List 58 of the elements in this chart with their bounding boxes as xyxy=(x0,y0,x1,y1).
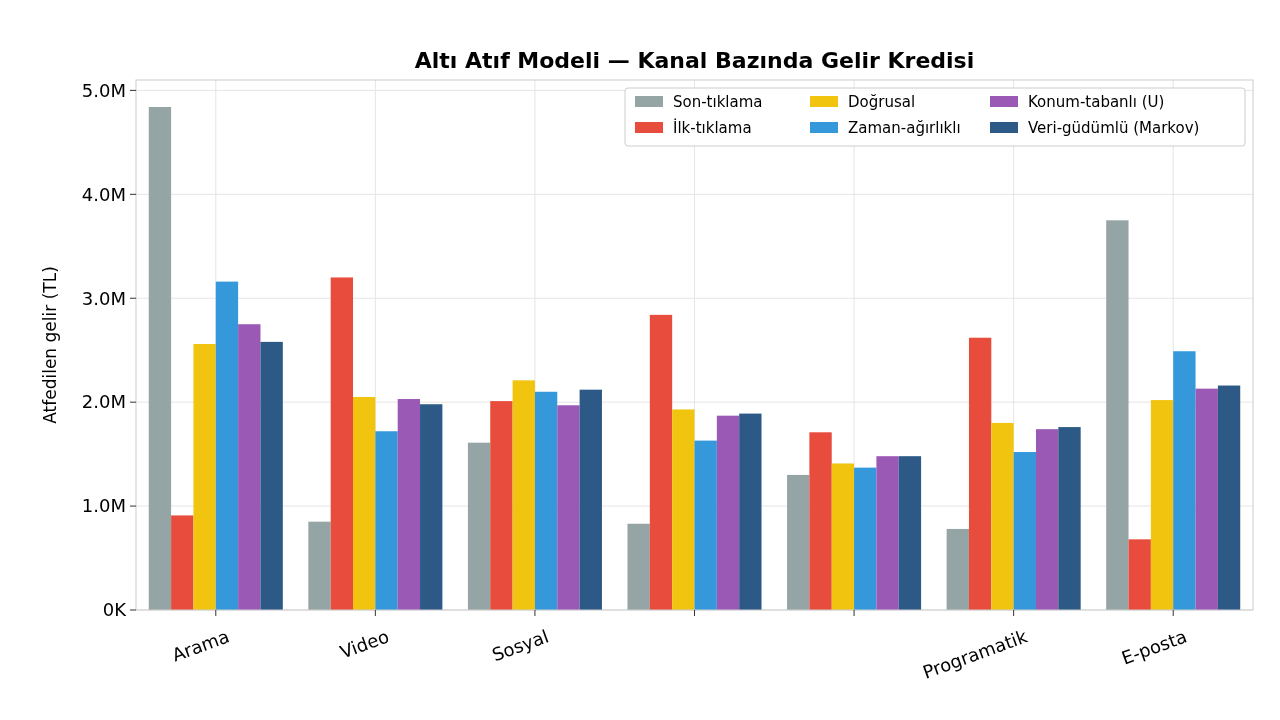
bar xyxy=(968,337,992,610)
bar xyxy=(831,463,855,610)
bar xyxy=(787,474,810,610)
bar xyxy=(397,399,421,610)
bar xyxy=(1013,452,1036,610)
bar xyxy=(649,314,673,610)
legend-label: Son-tıklama xyxy=(673,93,763,112)
bar xyxy=(739,413,762,610)
chart-title: Altı Atıf Modeli — Kanal Bazında Gelir Kredisi xyxy=(414,48,975,73)
y-axis-title: Atfedilen gelir (TL) xyxy=(40,266,60,424)
bar xyxy=(534,391,558,610)
bar xyxy=(672,409,695,610)
bar xyxy=(991,422,1014,610)
bar xyxy=(148,107,172,610)
bar xyxy=(1035,429,1059,610)
bar xyxy=(694,440,717,610)
bar xyxy=(308,521,331,610)
bar xyxy=(854,467,877,610)
bar xyxy=(490,401,513,610)
y-tick-label: 4.0M xyxy=(81,183,126,205)
bar xyxy=(579,389,602,610)
bar xyxy=(1058,427,1081,610)
bar xyxy=(193,343,216,610)
y-tick-label: 3.0M xyxy=(81,287,126,309)
y-tick-label: 2.0M xyxy=(81,391,126,413)
bar xyxy=(1106,220,1129,610)
bar xyxy=(1128,539,1151,610)
bar xyxy=(716,415,740,610)
bar xyxy=(809,432,832,610)
bar xyxy=(512,380,535,610)
bar xyxy=(260,341,283,610)
bar xyxy=(898,456,922,610)
bar xyxy=(375,431,398,610)
y-tick-label: 5.0M xyxy=(81,79,126,101)
bar xyxy=(876,456,899,610)
bar xyxy=(215,281,239,610)
bar xyxy=(627,523,650,610)
bar xyxy=(1173,351,1196,610)
bar xyxy=(353,396,376,610)
bar xyxy=(467,442,491,610)
bar xyxy=(1217,385,1241,610)
legend-label: İlk-tıklama xyxy=(673,118,752,138)
y-tick-label: 1.0M xyxy=(81,495,126,517)
legend-label: Konum-tabanlı (U) xyxy=(1028,93,1165,112)
bar xyxy=(420,404,443,610)
x-tick-label: Arama xyxy=(169,625,233,666)
bar xyxy=(557,405,580,610)
x-tick-label: Video xyxy=(337,625,392,663)
bar xyxy=(171,515,194,610)
legend-label: Zaman-ağırlıklı xyxy=(848,119,961,138)
y-tick-label: 0K xyxy=(102,599,128,621)
bar xyxy=(1150,400,1174,610)
bar xyxy=(946,528,969,610)
bar xyxy=(330,277,354,610)
bar xyxy=(238,324,261,610)
legend-label: Veri-güdümlü (Markov) xyxy=(1028,119,1200,138)
legend-label: Doğrusal xyxy=(848,93,916,112)
bar xyxy=(1195,388,1218,610)
